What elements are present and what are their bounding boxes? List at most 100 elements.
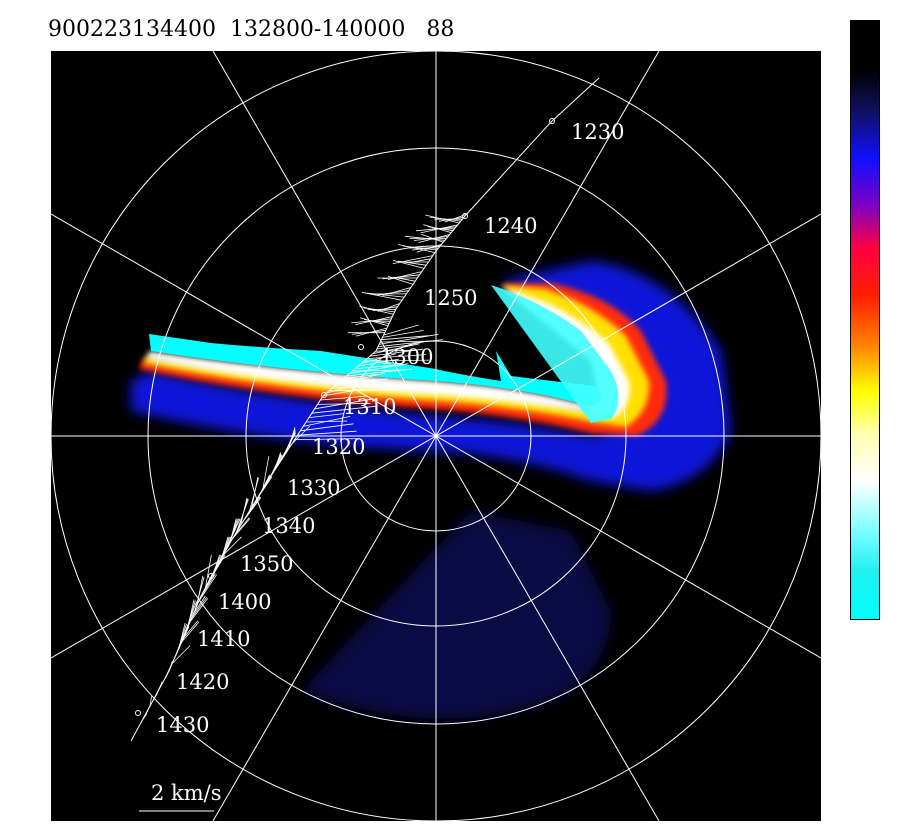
time-label-1230: 1230 <box>571 120 624 144</box>
drift-vector <box>194 576 205 611</box>
time-label-1320: 1320 <box>312 435 365 459</box>
drift-vector <box>358 358 400 367</box>
drift-vector <box>198 574 217 602</box>
drift-vector <box>392 260 425 269</box>
drift-vector <box>303 416 351 427</box>
drift-vector <box>242 497 262 522</box>
drift-vector <box>189 598 209 623</box>
drift-vector <box>236 499 249 533</box>
drift-vector <box>323 388 365 397</box>
drift-vector <box>343 374 379 379</box>
drift-vector <box>291 425 311 445</box>
drift-vector <box>191 596 207 619</box>
colorbar <box>850 20 880 620</box>
drift-vector <box>249 477 259 511</box>
drift-vector <box>346 368 412 377</box>
drift-vector <box>253 476 273 504</box>
drift-vector <box>143 710 149 719</box>
drift-vector <box>300 423 354 432</box>
time-label-1400: 1400 <box>218 590 271 614</box>
time-label-1300: 1300 <box>380 345 433 369</box>
drift-vector <box>192 595 206 615</box>
drift-vector <box>383 324 419 336</box>
drift-vector <box>329 389 395 392</box>
drift-vector <box>161 673 169 684</box>
track-marker-1230 <box>549 118 555 124</box>
drift-vector <box>380 340 434 343</box>
scale-indicator: 2 km/s <box>139 781 222 812</box>
scale-label: 2 km/s <box>151 781 222 805</box>
drift-vector <box>387 276 414 285</box>
drift-vector <box>372 343 420 355</box>
drift-vector <box>201 572 215 595</box>
time-label-1430: 1430 <box>156 713 209 737</box>
drift-vector <box>308 413 345 418</box>
drift-vector <box>262 456 270 490</box>
drift-vector <box>331 384 392 389</box>
time-label-1310: 1310 <box>343 395 396 419</box>
drift-vector <box>294 438 360 440</box>
drift-vector <box>361 353 397 364</box>
drift-vector <box>398 260 427 266</box>
drift-vector <box>379 333 439 345</box>
drift-vector <box>369 348 423 357</box>
drift-vector <box>429 216 461 222</box>
drift-vector <box>320 395 368 401</box>
intensity-image <box>131 261 731 719</box>
time-label-1250: 1250 <box>424 286 477 310</box>
time-label-1340: 1340 <box>262 514 315 538</box>
drift-vector <box>141 713 148 723</box>
drift-vector <box>364 359 430 362</box>
drift-vector <box>182 620 199 640</box>
faint-halo <box>301 511 611 719</box>
drift-vector <box>352 369 406 372</box>
drift-vectors <box>141 213 467 723</box>
drift-vector <box>404 235 445 241</box>
drift-vector <box>425 214 460 224</box>
drift-vector <box>205 554 212 589</box>
time-label-1410: 1410 <box>197 627 250 651</box>
polar-grid <box>51 51 821 821</box>
drift-vector <box>361 291 403 301</box>
drift-vector <box>151 693 158 703</box>
drift-vector <box>359 317 389 327</box>
drift-vector <box>244 496 261 519</box>
drift-vector <box>340 379 382 382</box>
drift-vector <box>231 518 251 540</box>
drift-vector <box>355 364 403 369</box>
drift-vector <box>375 349 417 352</box>
drift-vector <box>326 382 362 394</box>
cyan-edge-right <box>491 285 619 423</box>
track-marker-1300 <box>358 344 364 350</box>
drift-vector <box>233 517 250 537</box>
drift-vector <box>200 573 216 598</box>
drift-vector <box>421 233 444 243</box>
drift-vector <box>223 536 242 556</box>
drift-vector <box>381 335 429 341</box>
time-label-1240: 1240 <box>484 214 537 238</box>
drift-vector <box>359 305 394 315</box>
time-label-1350: 1350 <box>240 552 293 576</box>
drift-vector <box>366 354 427 359</box>
drift-vector <box>393 276 416 282</box>
drift-vector <box>171 645 191 664</box>
drift-vector <box>382 330 424 338</box>
time-label-1420: 1420 <box>176 670 229 694</box>
drift-vector <box>180 621 200 644</box>
grid-spoke-120 <box>51 213 821 659</box>
time-labels: 1230 1240 1250 1300 1310 1320 1330 1340 … <box>156 120 624 737</box>
drift-vector <box>314 398 374 410</box>
polar-plot: 1230 1240 1250 1300 1310 1320 1330 1340 … <box>51 51 821 821</box>
drift-vector <box>423 224 452 233</box>
polar-plot-svg: 1230 1240 1250 1300 1310 1320 1330 1340 … <box>51 51 821 821</box>
drift-vector <box>334 378 388 387</box>
drift-vector <box>297 430 357 436</box>
track-marker-1430 <box>135 710 141 716</box>
drift-vector <box>311 405 377 414</box>
drift-vector <box>378 339 444 347</box>
chart-title: 900223134400 132800-140000 88 <box>48 17 455 42</box>
drift-vector <box>376 344 413 350</box>
drift-vector <box>349 363 409 374</box>
drift-vector <box>367 292 405 298</box>
drift-vector <box>337 373 385 384</box>
